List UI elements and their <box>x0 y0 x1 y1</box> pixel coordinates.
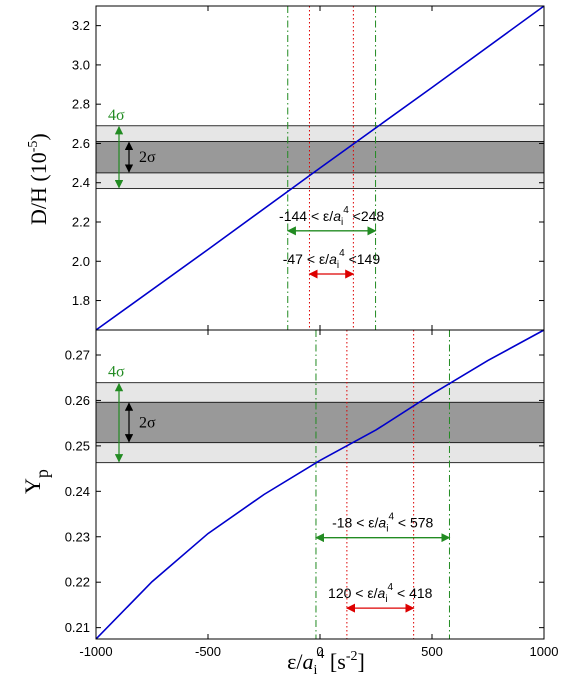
interval-label-2sigma-yp: 120 < ε/ai4 < 418 <box>328 582 433 605</box>
interval-label-4sigma-dh: -144 < ε/ai4 <248 <box>279 205 384 228</box>
y-tick-label: 0.21 <box>65 620 90 635</box>
y-axis-label-dh: D/H (10-5) <box>26 133 51 225</box>
band-4sigma-label-yp: 4σ <box>108 364 125 381</box>
series-line <box>95 329 545 640</box>
x-tick-label: 1000 <box>530 644 559 659</box>
panel-yp: 0.21 0.22 0.23 0.24 0.25 0.26 0.27 -1000 -500 0 50… <box>20 329 559 676</box>
y-tick-label: 3.0 <box>72 57 90 72</box>
band-4sigma-label-dh: 4σ <box>108 107 125 124</box>
svg-text:4σ: 4σ <box>108 107 125 124</box>
y-tick-label: 2.8 <box>72 97 90 112</box>
x-tick-label: 500 <box>421 644 443 659</box>
y-tick-label: 2.4 <box>72 175 90 190</box>
panel-dh: 1.8 2.0 2.2 2.4 2.6 2.8 3.0 3.2 4σ 2σ -144 < ε/… <box>26 5 545 331</box>
x-tick-label: 0 <box>316 644 323 659</box>
svg-text:2σ: 2σ <box>139 149 156 166</box>
series-line <box>95 5 545 331</box>
y-tick-label: 0.26 <box>65 393 90 408</box>
y-tick-label: 0.24 <box>65 484 90 499</box>
y-tick-label: 0.27 <box>65 347 90 362</box>
svg-text:4σ: 4σ <box>108 364 125 381</box>
interval-label-2sigma-dh: -47 < ε/ai4 <149 <box>283 248 381 271</box>
y-tick-label: 2.6 <box>72 136 90 151</box>
band-2sigma-label-dh: 2σ <box>139 149 156 166</box>
y-tick-label: 1.8 <box>72 293 90 308</box>
x-axis-label: ε/ai4 [s-2] <box>287 647 365 676</box>
y-tick-label: 2.0 <box>72 254 90 269</box>
svg-text:2σ: 2σ <box>139 414 156 431</box>
y-tick-label: 2.2 <box>72 215 90 230</box>
x-tick-label: -500 <box>195 644 221 659</box>
band-2sigma-label-yp: 2σ <box>139 414 156 431</box>
plot-frame-yp <box>95 329 545 640</box>
y-axis-label-yp: Yp <box>20 469 52 494</box>
band-2sigma <box>95 401 545 444</box>
y-tick-label: 3.2 <box>72 18 90 33</box>
y-tick-label: 0.22 <box>65 575 90 590</box>
y-tick-label: 0.25 <box>65 438 90 453</box>
x-tick-label: -1000 <box>79 644 112 659</box>
interval-label-4sigma-yp: -18 < ε/ai4 < 578 <box>332 512 433 535</box>
y-tick-label: 0.23 <box>65 529 90 544</box>
